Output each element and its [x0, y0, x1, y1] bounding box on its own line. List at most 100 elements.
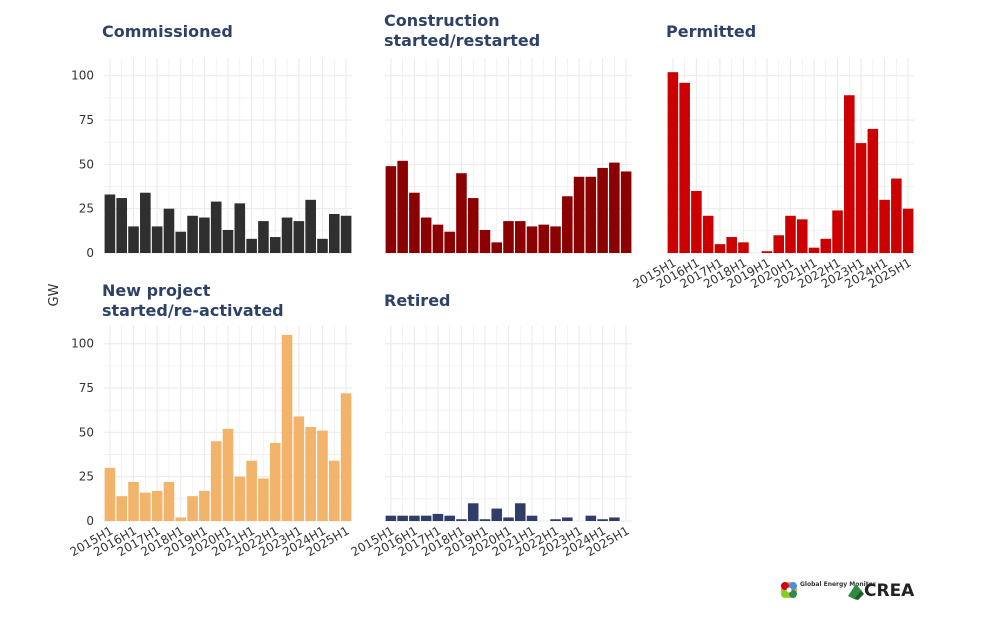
- y-axis-label: GW: [47, 283, 62, 306]
- bar-2020H2: [234, 476, 246, 521]
- bar-2024H1: [597, 167, 608, 253]
- bar-2023H2: [305, 199, 316, 253]
- bar-2020H2: [514, 503, 526, 521]
- bar-2019H1: [479, 519, 491, 521]
- bars: [385, 160, 632, 253]
- bar-2024H2: [609, 517, 620, 521]
- bar-2017H1: [432, 224, 444, 253]
- bar-2022H1: [832, 210, 843, 253]
- bar-2024H1: [879, 199, 890, 253]
- panel-title: New project: [102, 281, 211, 300]
- bar-2023H2: [585, 515, 597, 521]
- bar-2018H1: [175, 231, 187, 253]
- bar-2024H2: [328, 460, 340, 521]
- y-tick-label: 25: [79, 202, 94, 216]
- bar-2016H1: [128, 226, 139, 253]
- gem-logo-icon: [781, 582, 797, 598]
- bar-2016H1: [128, 482, 139, 521]
- bar-2015H2: [116, 198, 128, 253]
- bar-2020H2: [234, 203, 246, 253]
- bar-2019H2: [210, 441, 222, 521]
- bar-2017H2: [163, 482, 175, 521]
- bar-2022H1: [269, 443, 281, 521]
- bar-2019H1: [199, 490, 210, 521]
- bar-2023H2: [305, 427, 316, 521]
- bar-2019H1: [761, 251, 773, 253]
- bar-2017H2: [726, 237, 737, 253]
- bar-2022H2: [844, 95, 855, 254]
- bar-2020H1: [222, 428, 234, 521]
- bar-2015H2: [116, 496, 128, 521]
- panel-title: Construction: [384, 11, 500, 30]
- bar-2023H2: [867, 128, 879, 253]
- bar-2020H1: [503, 517, 514, 521]
- bar-2022H2: [281, 217, 293, 253]
- bar-2017H2: [444, 231, 455, 253]
- y-tick-label: 100: [71, 69, 94, 83]
- bar-2019H1: [199, 217, 210, 253]
- bar-2023H1: [855, 143, 867, 253]
- panel-5: Retired2015H12016H12017H12018H12019H1202…: [349, 291, 632, 559]
- bar-2016H1: [409, 192, 420, 253]
- bar-2017H1: [151, 226, 163, 253]
- bar-2025H1: [340, 215, 352, 253]
- y-tick-label: 0: [86, 246, 94, 260]
- panel-3: Permitted2015H12016H12017H12018H12019H12…: [631, 22, 914, 291]
- bars: [104, 192, 352, 253]
- bar-2021H2: [820, 238, 832, 253]
- y-tick-label: 25: [79, 470, 94, 484]
- bar-2019H2: [491, 242, 503, 253]
- bar-2021H1: [246, 238, 257, 253]
- bars: [385, 503, 620, 521]
- bar-2018H1: [456, 173, 467, 253]
- bar-2018H2: [187, 215, 198, 253]
- bar-2020H2: [796, 219, 808, 253]
- panel-title: Retired: [384, 291, 451, 310]
- bar-2023H2: [585, 176, 597, 253]
- y-tick-label: 75: [79, 381, 94, 395]
- bar-2016H2: [420, 217, 432, 253]
- panel-title: started/re-activated: [102, 301, 284, 320]
- bar-2016H1: [691, 190, 702, 253]
- bar-2021H1: [526, 226, 538, 253]
- grid-lines: [385, 326, 632, 522]
- panel-title: started/restarted: [384, 31, 540, 50]
- bar-2017H2: [444, 515, 455, 521]
- bar-2015H1: [104, 194, 116, 253]
- bar-2015H1: [667, 72, 679, 253]
- bar-2024H2: [328, 214, 340, 253]
- bar-2017H1: [432, 513, 444, 521]
- bar-2017H1: [714, 244, 726, 253]
- bar-2019H1: [479, 229, 491, 253]
- bar-2016H1: [409, 515, 420, 521]
- bar-2015H2: [397, 515, 408, 521]
- bar-2018H1: [456, 519, 467, 521]
- y-tick-label: 50: [79, 157, 94, 171]
- bar-2016H2: [702, 215, 714, 253]
- bar-2020H1: [503, 221, 514, 253]
- bar-2019H2: [491, 508, 503, 521]
- gem-logo-text: Global Energy Monitor: [800, 581, 876, 588]
- bar-2025H1: [620, 171, 632, 253]
- bar-2024H2: [891, 178, 902, 253]
- bar-2019H2: [210, 201, 222, 253]
- bars: [104, 334, 352, 521]
- bar-2022H1: [269, 237, 281, 253]
- bar-2018H1: [175, 517, 187, 521]
- bar-2015H1: [385, 166, 397, 253]
- bar-2015H1: [104, 467, 116, 521]
- y-tick-label: 75: [79, 113, 94, 127]
- bar-2016H2: [140, 192, 151, 253]
- bar-2023H1: [293, 416, 305, 521]
- bar-2024H1: [317, 238, 328, 253]
- bar-2018H2: [467, 503, 479, 521]
- bar-2020H1: [222, 229, 234, 253]
- bar-2021H1: [526, 515, 538, 521]
- bar-2024H2: [609, 162, 620, 253]
- bar-2021H1: [808, 247, 820, 253]
- bar-2015H2: [679, 82, 690, 254]
- bar-2025H1: [902, 208, 914, 253]
- bar-2021H1: [246, 460, 257, 521]
